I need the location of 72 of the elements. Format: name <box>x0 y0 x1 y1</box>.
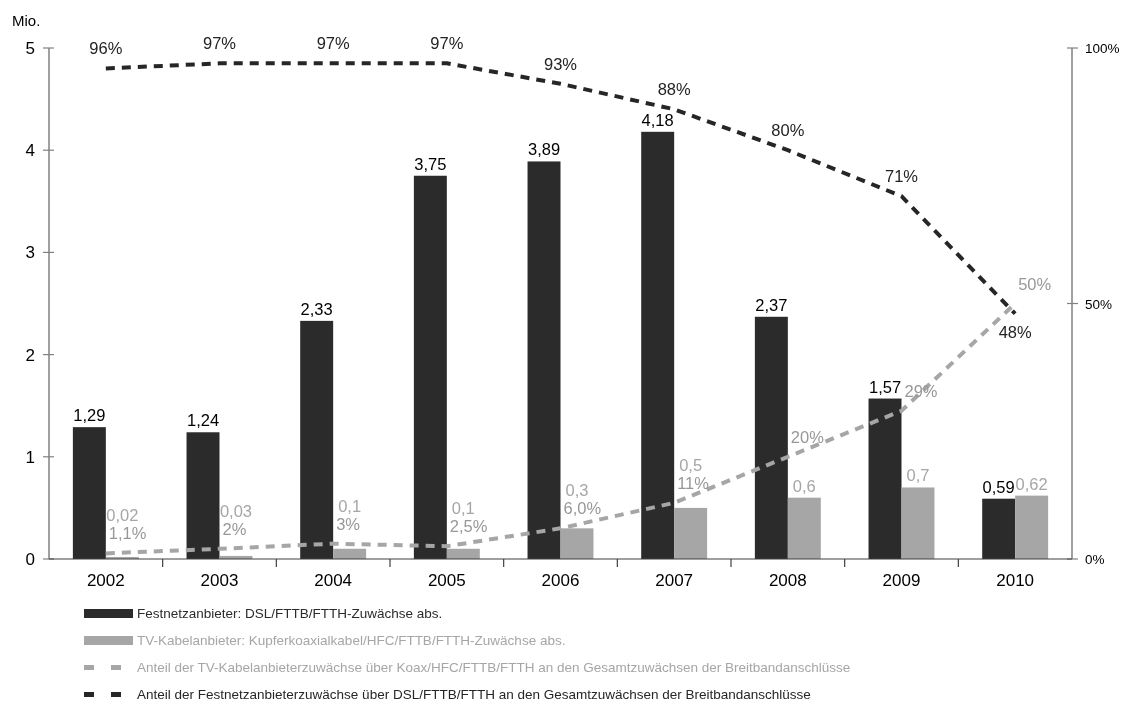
y-tick-label: 2 <box>25 345 35 365</box>
data-label: 0,59 <box>982 477 1015 496</box>
data-label: 80% <box>771 121 805 140</box>
x-tick-label: 2005 <box>427 571 466 590</box>
bar <box>868 398 902 559</box>
data-label: 0,3 <box>565 481 589 500</box>
data-label: 0,1 <box>451 499 475 518</box>
x-tick-label: 2003 <box>200 571 239 590</box>
x-tick-label: 2010 <box>996 571 1035 590</box>
data-label: 1,57 <box>868 377 902 396</box>
data-label: 1,24 <box>186 411 220 430</box>
bar <box>186 432 220 559</box>
x-tick-label: 2007 <box>655 571 694 590</box>
y-tick-label: 1 <box>25 447 35 467</box>
data-label: 11% <box>677 473 710 492</box>
data-label: 6,0% <box>563 499 602 518</box>
bar <box>413 175 447 559</box>
legend-label: Festnetzanbieter: DSL/FTTB/FTTH-Zuwächse abs. <box>137 606 443 621</box>
y-tick-label: 0 <box>25 550 35 569</box>
data-label: 97% <box>202 34 237 53</box>
bar <box>754 316 788 559</box>
bar <box>901 487 935 559</box>
data-label: 4,18 <box>641 110 674 129</box>
y-tick-label: 5 <box>25 39 35 58</box>
x-tick-label: 2009 <box>882 571 921 590</box>
data-label: 2,37 <box>755 295 788 314</box>
bar <box>982 498 1016 559</box>
legend-label: TV-Kabelanbieter: Kupferkoaxialkabel/HFC/FTTB/FTTH-Zuwächse abs. <box>137 633 566 648</box>
data-label: 20% <box>790 427 825 446</box>
bar <box>72 427 106 559</box>
y2-tick-label: 50% <box>1085 296 1113 312</box>
data-label: 2,33 <box>300 299 333 318</box>
legend-label: Anteil der Festnetzanbieterzuwächse über DSL/FTTB/FTTH an den Gesamtzuwächsen der Breitbandanschlüsse <box>137 687 811 702</box>
x-tick-label: 2002 <box>86 571 125 590</box>
y-tick-label: 3 <box>25 243 35 263</box>
data-label: 2% <box>222 519 247 538</box>
data-label: 0,6 <box>792 476 816 495</box>
data-label: 48% <box>998 322 1032 341</box>
y2-tick-label: 100% <box>1085 41 1120 56</box>
y-axis-title: Mio. <box>12 12 41 29</box>
data-label: 0,03 <box>219 501 253 520</box>
data-label: 1,29 <box>73 406 106 425</box>
data-label: 0,1 <box>338 496 362 515</box>
bar <box>527 161 561 559</box>
data-label: 0,02 <box>106 506 139 525</box>
x-tick-label: 2008 <box>768 571 807 590</box>
data-label: 88% <box>657 80 691 99</box>
data-label: 3,89 <box>527 140 561 159</box>
data-label: 2,5% <box>449 517 488 536</box>
data-label: 1,1% <box>108 524 147 543</box>
bar <box>1015 495 1049 559</box>
bar <box>674 507 708 559</box>
y-tick-label: 4 <box>25 141 35 161</box>
data-label: 0,5 <box>679 455 703 474</box>
bar <box>787 497 821 559</box>
x-tick-label: 2004 <box>314 571 353 590</box>
data-label: 3,75 <box>414 154 447 173</box>
legend-label: Anteil der TV-Kabelanbieterzuwächse über Koax/HFC/FTTB/FTTH an den Gesamtzuwächsen der Breitbandanschlüsse <box>137 660 851 675</box>
data-label: 50% <box>1018 274 1052 293</box>
bar <box>300 320 334 559</box>
data-label: 97% <box>430 34 464 53</box>
data-label: 29% <box>904 381 938 400</box>
bar <box>641 131 675 559</box>
y2-tick-label: 0% <box>1085 552 1105 567</box>
data-label: 0,62 <box>1015 474 1048 493</box>
data-label: 96% <box>89 39 123 58</box>
data-label: 93% <box>543 54 578 73</box>
data-label: 71% <box>884 167 919 186</box>
data-label: 0,7 <box>906 466 930 485</box>
x-tick-label: 2006 <box>541 571 580 590</box>
data-label: 3% <box>336 514 361 533</box>
data-label: 97% <box>316 34 350 53</box>
